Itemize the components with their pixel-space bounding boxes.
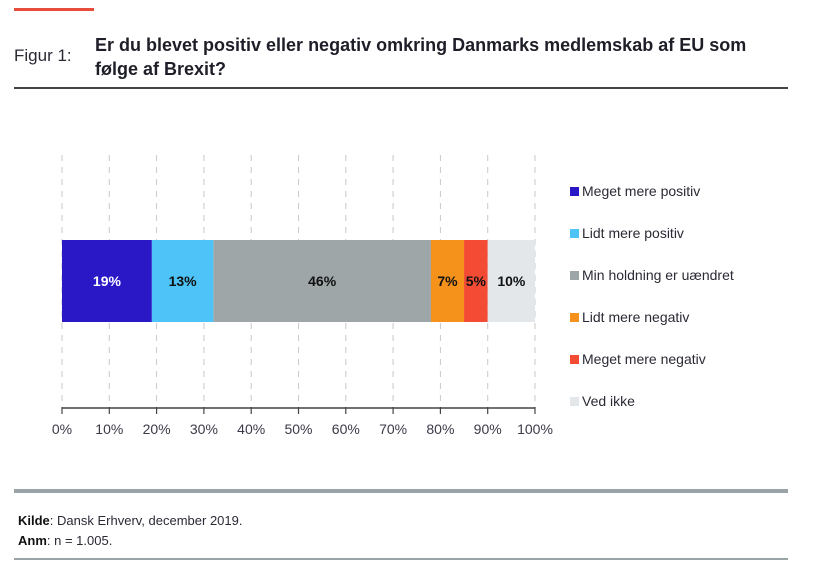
sample-note: Anm: n = 1.005. <box>18 531 242 551</box>
x-tick-label: 10% <box>95 421 123 437</box>
x-tick-label: 50% <box>284 421 312 437</box>
x-tick-label: 60% <box>332 421 360 437</box>
bar-label: 13% <box>169 273 198 289</box>
footer-divider-bottom <box>14 558 788 560</box>
legend-label: Lidt mere negativ <box>582 309 690 325</box>
x-tick-label: 90% <box>474 421 502 437</box>
legend-item: Meget mere negativ <box>570 338 734 380</box>
legend: Meget mere positiv Lidt mere positiv Min h… <box>570 170 734 422</box>
bar-segment-meget-mere-positiv <box>62 240 152 322</box>
bar-segments <box>62 240 535 322</box>
legend-swatch <box>570 228 579 238</box>
x-axis: 0% 10% 20% 30% 40% 50% 60% 70% 80% 90% 100% <box>52 407 553 437</box>
figure-title: Er du blevet positiv eller negativ omkri… <box>95 35 747 79</box>
bar-label: 46% <box>308 273 337 289</box>
x-tick-label: 20% <box>143 421 171 437</box>
legend-swatch <box>570 312 579 322</box>
bar-segment-min-holdning-er-uændret <box>213 240 431 322</box>
x-tick-label: 30% <box>190 421 218 437</box>
x-tick-label: 100% <box>517 421 553 437</box>
accent-bar <box>14 8 94 11</box>
x-tick-label: 70% <box>379 421 407 437</box>
legend-swatch <box>570 354 579 364</box>
bar-labels: 19% 13% 46% 7% 5% 10% <box>93 273 526 289</box>
footer-divider-top <box>14 489 788 493</box>
x-tick-label: 0% <box>52 421 72 437</box>
note-text: : n = 1.005. <box>46 533 113 548</box>
legend-label: Lidt mere positiv <box>582 225 684 241</box>
legend-item: Ved ikke <box>570 380 734 422</box>
legend-item: Lidt mere negativ <box>570 296 734 338</box>
bar-label: 19% <box>93 273 122 289</box>
bar-label: 7% <box>437 273 458 289</box>
x-tick-label: 40% <box>237 421 265 437</box>
legend-item: Meget mere positiv <box>570 170 734 212</box>
bar-segment-ved-ikke <box>487 240 535 322</box>
notes: Kilde: Dansk Erhverv, december 2019. Anm… <box>18 511 242 551</box>
legend-label: Ved ikke <box>582 393 635 409</box>
bar-segment-meget-mere-negativ <box>464 240 488 322</box>
legend-swatch <box>570 186 579 196</box>
source-note: Kilde: Dansk Erhverv, december 2019. <box>18 511 242 531</box>
legend-item: Min holdning er uændret <box>570 254 734 296</box>
x-tick-label: 80% <box>426 421 454 437</box>
figure-label: Figur 1: <box>14 46 72 65</box>
legend-item: Lidt mere positiv <box>570 212 734 254</box>
bar-label: 10% <box>497 273 526 289</box>
bar-segment-lidt-mere-positiv <box>151 240 214 322</box>
legend-label: Min holdning er uændret <box>582 267 734 283</box>
bar-segment-lidt-mere-negativ <box>430 240 465 322</box>
legend-label: Meget mere positiv <box>582 183 701 199</box>
bar-label: 5% <box>466 273 487 289</box>
title-divider <box>14 87 788 89</box>
note-label: Anm <box>18 533 47 548</box>
legend-swatch <box>570 270 579 280</box>
legend-swatch <box>570 396 579 406</box>
legend-label: Meget mere negativ <box>582 351 706 367</box>
source-label: Kilde <box>18 513 50 528</box>
stacked-bar-chart: 19% 13% 46% 7% 5% 10% 0% 10% 20% 30% 40% 50% 60% 70%… <box>52 155 553 437</box>
source-text: : Dansk Erhverv, december 2019. <box>49 513 243 528</box>
